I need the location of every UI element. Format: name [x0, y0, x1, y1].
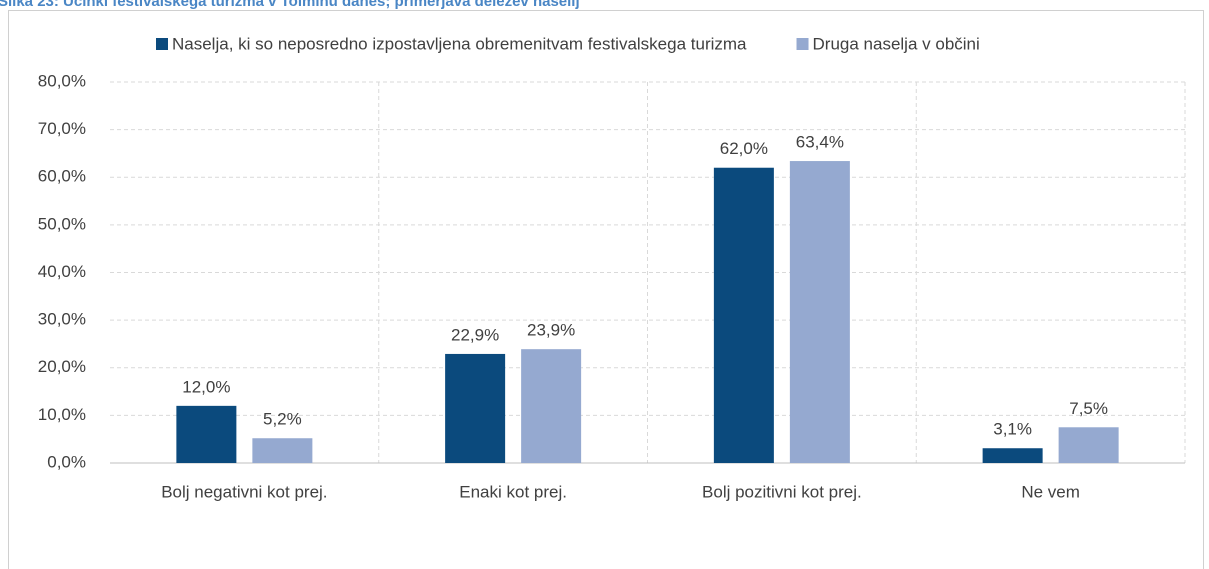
chart-border: [8, 10, 1204, 569]
y-tick-label: 60,0%: [38, 167, 86, 186]
value-label: 62,0%: [720, 139, 768, 158]
bar: [252, 438, 313, 463]
bar: [982, 448, 1043, 463]
x-tick-label: Ne vem: [1021, 482, 1080, 501]
value-label: 22,9%: [451, 325, 499, 344]
x-tick-label: Bolj negativni kot prej.: [161, 482, 327, 501]
chart-title: Slika 23: Učinki festivalskega turizma v…: [0, 0, 580, 10]
legend-label: Naselja, ki so neposredno izpostavljena …: [172, 34, 747, 53]
value-label: 3,1%: [993, 420, 1032, 439]
bar: [445, 353, 506, 463]
x-tick-label: Bolj pozitivni kot prej.: [702, 482, 862, 501]
y-tick-label: 20,0%: [38, 357, 86, 376]
y-tick-label: 70,0%: [38, 119, 86, 138]
y-tick-label: 40,0%: [38, 262, 86, 281]
y-tick-label: 10,0%: [38, 405, 86, 424]
value-label: 63,4%: [796, 133, 844, 152]
bar: [1058, 427, 1119, 463]
bar: [713, 167, 774, 463]
x-tick-label: Enaki kot prej.: [459, 482, 567, 501]
value-label: 5,2%: [263, 410, 302, 429]
bar: [521, 349, 582, 463]
bar: [176, 405, 237, 463]
value-label: 7,5%: [1069, 399, 1108, 418]
value-label: 23,9%: [527, 321, 575, 340]
legend-label: Druga naselja v občini: [813, 34, 980, 53]
legend-swatch: [796, 38, 809, 50]
y-tick-label: 80,0%: [38, 71, 86, 90]
y-tick-label: 30,0%: [38, 310, 86, 329]
value-label: 12,0%: [182, 377, 230, 396]
y-tick-label: 0,0%: [47, 452, 86, 471]
y-tick-label: 50,0%: [38, 214, 86, 233]
legend-swatch: [156, 38, 168, 50]
bar: [789, 161, 850, 463]
